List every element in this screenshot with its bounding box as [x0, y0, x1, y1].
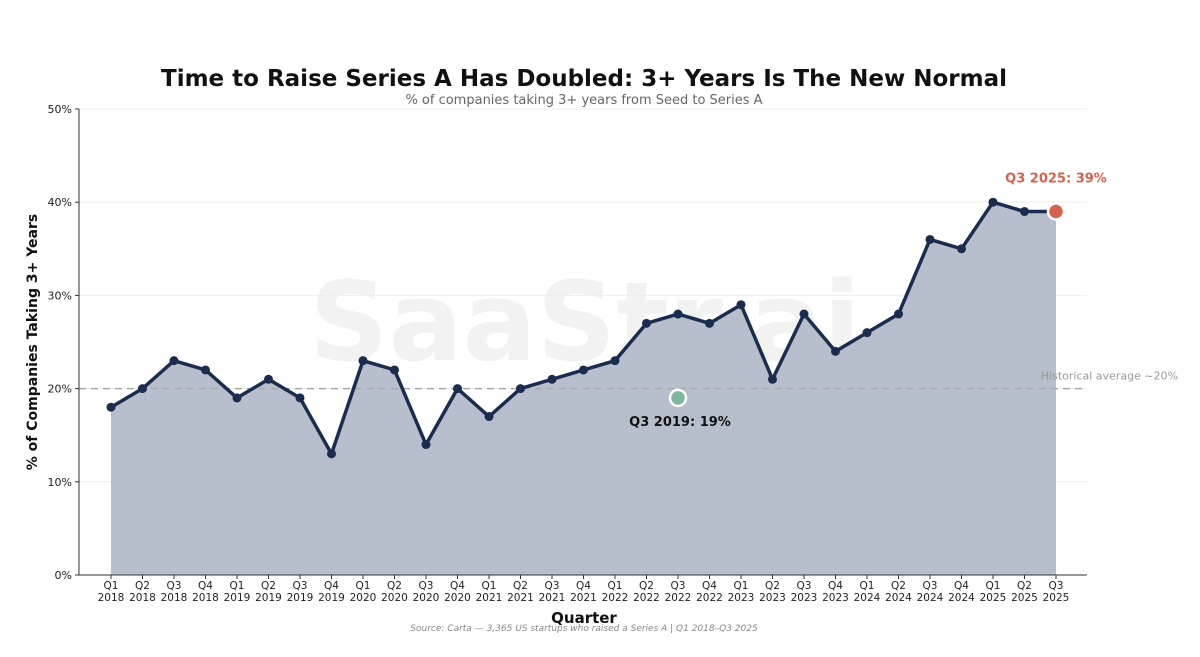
data-point: [390, 365, 399, 375]
x-tick-label: Q1 2023: [728, 580, 755, 604]
chart-subtitle: % of companies taking 3+ years from Seed…: [405, 93, 762, 108]
x-tick-label: Q2 2018: [129, 580, 156, 604]
data-point: [201, 365, 210, 375]
x-tick-label: Q2 2021: [507, 580, 534, 604]
x-tick-label: Q4 2024: [948, 580, 975, 604]
x-tick-label: Q1 2018: [98, 580, 125, 604]
x-tick-label: Q4 2018: [192, 580, 219, 604]
y-tick-label: 40%: [48, 196, 72, 209]
y-tick-label: 0%: [55, 569, 72, 582]
x-tick-label: Q3 2024: [917, 580, 944, 604]
annotation-label: Q3 2019: 19%: [629, 415, 731, 430]
data-point: [579, 365, 588, 375]
data-point: [169, 356, 179, 366]
data-point: [862, 328, 872, 338]
data-point: [138, 384, 147, 394]
data-point: [453, 384, 462, 394]
data-point: [894, 309, 903, 319]
data-point: [516, 384, 525, 394]
data-point: [673, 309, 683, 319]
data-point: [925, 234, 935, 244]
x-tick-label: Q3 2022: [665, 580, 692, 604]
x-tick-label: Q1 2021: [476, 580, 503, 604]
x-tick-label: Q3 2025: [1043, 580, 1070, 604]
data-point: [705, 318, 714, 328]
x-tick-label: Q2 2022: [633, 580, 660, 604]
data-point: [358, 356, 368, 366]
data-point: [988, 197, 998, 207]
x-tick-label: Q3 2019: [287, 580, 314, 604]
y-tick-label: 20%: [48, 383, 72, 396]
data-point: [957, 244, 966, 254]
x-tick-label: Q3 2021: [539, 580, 566, 604]
x-tick-label: Q2 2023: [759, 580, 786, 604]
data-point: [1020, 207, 1029, 217]
data-point: [831, 346, 840, 356]
data-point: [327, 449, 336, 459]
watermark: SaaStr.ai: [309, 258, 861, 386]
x-tick-label: Q3 2023: [791, 580, 818, 604]
x-tick-label: Q4 2019: [318, 580, 345, 604]
data-point: [295, 393, 305, 403]
historical-average-label: Historical average ~20%: [1041, 370, 1178, 383]
y-tick-label: 50%: [48, 103, 72, 116]
x-tick-label: Q3 2018: [161, 580, 188, 604]
data-point: [484, 412, 494, 422]
data-point: [232, 393, 242, 403]
y-tick-label: 10%: [48, 476, 72, 489]
latest-point-marker: [1046, 202, 1066, 221]
data-point: [421, 440, 431, 450]
x-tick-label: Q1 2025: [980, 580, 1007, 604]
data-point: [642, 318, 651, 328]
x-tick-label: Q2 2020: [381, 580, 408, 604]
annotation-label: Q3 2025: 39%: [1005, 172, 1107, 187]
data-point: [264, 374, 273, 384]
x-tick-label: Q2 2024: [885, 580, 912, 604]
y-tick-label: 30%: [48, 289, 72, 302]
source-note: Source: Carta — 3,365 US startups who ra…: [410, 624, 758, 634]
x-tick-label: Q4 2021: [570, 580, 597, 604]
x-tick-label: Q3 2020: [413, 580, 440, 604]
data-point: [610, 356, 620, 366]
data-point: [106, 402, 116, 412]
x-axis-label: Quarter: [551, 609, 617, 627]
x-tick-label: Q1 2020: [350, 580, 377, 604]
low-point-marker: [668, 388, 688, 408]
x-tick-label: Q2 2025: [1011, 580, 1038, 604]
x-tick-label: Q1 2019: [224, 580, 251, 604]
chart-title: Time to Raise Series A Has Doubled: 3+ Y…: [161, 66, 1007, 92]
x-tick-label: Q4 2020: [444, 580, 471, 604]
data-point: [547, 374, 557, 384]
data-point: [768, 374, 777, 384]
x-tick-label: Q1 2024: [854, 580, 881, 604]
x-tick-label: Q2 2019: [255, 580, 282, 604]
x-tick-label: Q4 2022: [696, 580, 723, 604]
x-tick-label: Q1 2022: [602, 580, 629, 604]
x-tick-label: Q4 2023: [822, 580, 849, 604]
data-point: [736, 300, 746, 310]
data-point: [799, 309, 809, 319]
y-axis-label: % of Companies Taking 3+ Years: [25, 214, 41, 470]
